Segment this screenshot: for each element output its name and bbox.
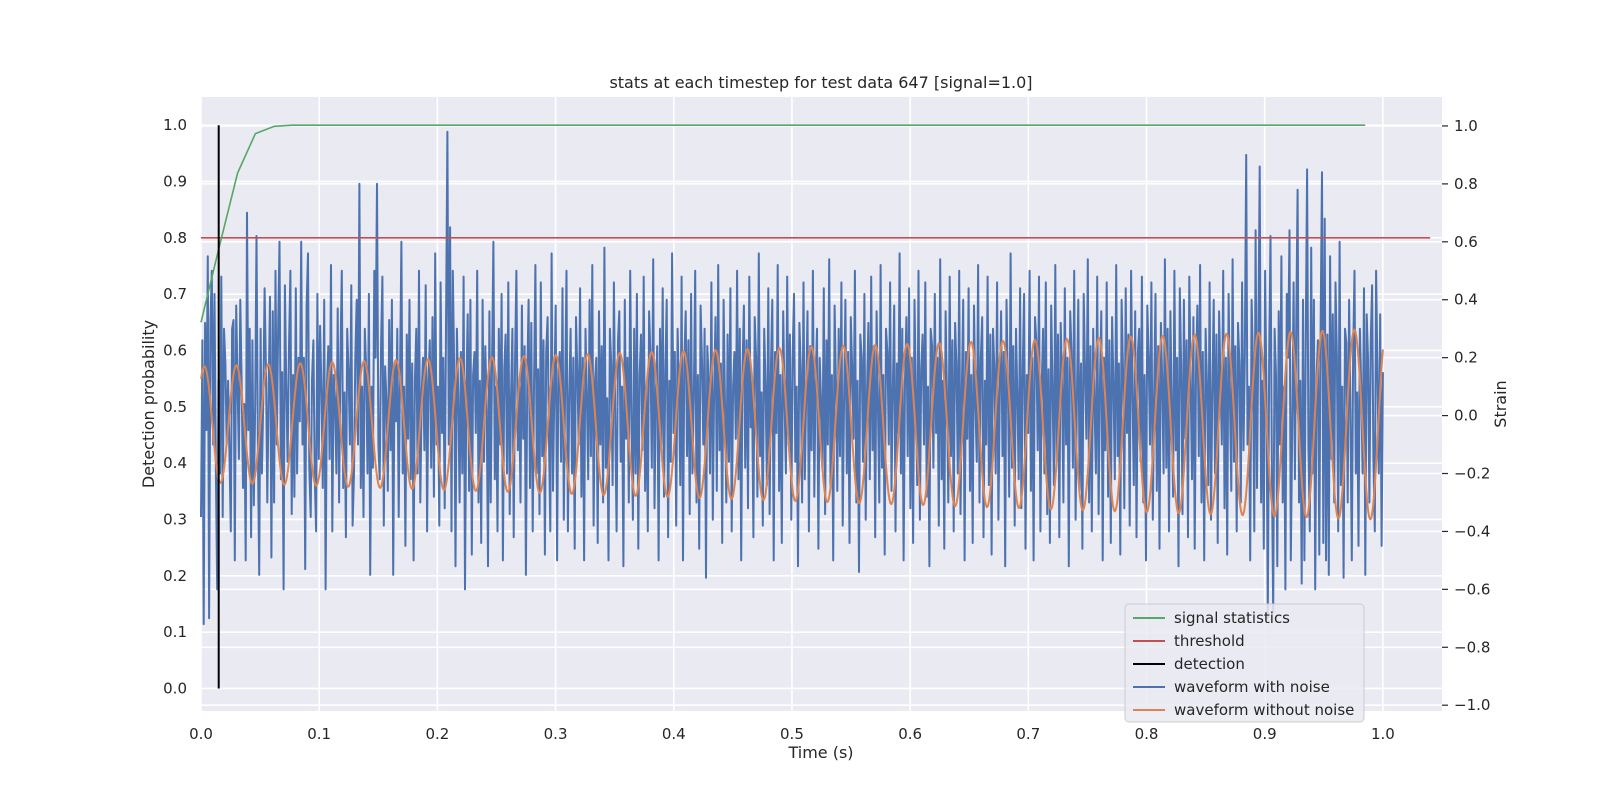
y-left-tick-label: 0.1 xyxy=(163,623,187,641)
y-right-tick-label: 0.0 xyxy=(1454,407,1478,425)
x-tick-label: 0.4 xyxy=(662,725,686,743)
axes: 0.0 0.1 0.2 0.3 0.4 0.5 0.6 0.7 0.8 0.9 1.0 0.0 0.1 0… xyxy=(163,116,1490,743)
y-left-tick-label: 0.5 xyxy=(163,398,187,416)
y-left-tick-label: 0.8 xyxy=(163,229,187,247)
series-waveform-without-noise xyxy=(200,328,1384,521)
x-tick-label: 0.8 xyxy=(1135,725,1159,743)
x-tick-label: 0.1 xyxy=(307,725,331,743)
y-right-tick-label: −0.2 xyxy=(1454,465,1490,483)
y-left-tick-label: 1.0 xyxy=(163,116,187,134)
y-left-tick-label: 0.7 xyxy=(163,285,187,303)
x-tick-label: 0.0 xyxy=(189,725,213,743)
y-right-tick-label: −0.8 xyxy=(1454,638,1490,656)
y-left-tick-label: 0.4 xyxy=(163,454,187,472)
chart-title: stats at each timestep for test data 647… xyxy=(609,73,1032,92)
y-axis-right-title: Strain xyxy=(1491,380,1510,427)
y-right-tick-label: 0.2 xyxy=(1454,349,1478,367)
y-left-tick-label: 0.2 xyxy=(163,567,187,585)
y-left-tick-label: 0.9 xyxy=(163,172,187,190)
y-right-tick-label: 0.4 xyxy=(1454,291,1478,309)
x-tick-label: 0.5 xyxy=(780,725,804,743)
legend-label: threshold xyxy=(1174,632,1245,650)
x-tick-label: 0.2 xyxy=(425,725,449,743)
legend: signal statistics threshold detection wavef… xyxy=(1124,603,1365,723)
x-tick-label: 0.3 xyxy=(544,725,568,743)
x-axis-title: Time (s) xyxy=(787,743,853,762)
legend-label: waveform without noise xyxy=(1174,701,1354,719)
y-right-tick-label: −0.6 xyxy=(1454,580,1490,598)
x-tick-label: 1.0 xyxy=(1371,725,1395,743)
y-right-tick-label: 1.0 xyxy=(1454,117,1478,135)
y-right-tick-label: −1.0 xyxy=(1454,696,1490,714)
legend-label: detection xyxy=(1174,655,1245,673)
y-right-tick-label: −0.4 xyxy=(1454,522,1490,540)
y-right-tick-label: 0.6 xyxy=(1454,233,1478,251)
y-right-tick-label: 0.8 xyxy=(1454,175,1478,193)
y-left-tick-label: 0.6 xyxy=(163,341,187,359)
x-tick-label: 0.9 xyxy=(1253,725,1277,743)
series-layer xyxy=(200,124,1431,689)
series-signal-statistics xyxy=(200,124,1366,323)
series-waveform-with-noise xyxy=(200,130,1384,626)
legend-label: waveform with noise xyxy=(1174,678,1330,696)
y-left-tick-label: 0.0 xyxy=(163,679,187,697)
x-tick-label: 0.7 xyxy=(1016,725,1040,743)
legend-label: signal statistics xyxy=(1174,609,1290,627)
legend-box xyxy=(1124,603,1365,723)
y-left-tick-label: 0.3 xyxy=(163,510,187,528)
y-axis-left-title: Detection probability xyxy=(139,320,158,488)
x-tick-label: 0.6 xyxy=(898,725,922,743)
